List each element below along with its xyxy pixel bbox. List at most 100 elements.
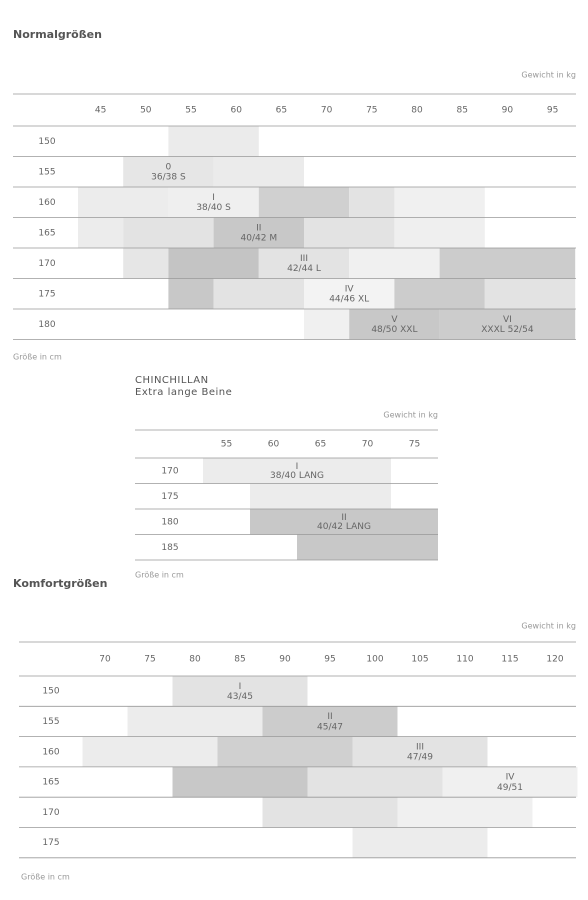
size-label: 43/45	[227, 692, 253, 702]
size-band	[168, 187, 259, 218]
size-band	[203, 458, 391, 484]
size-band	[262, 706, 398, 737]
weight-tick: 55	[221, 440, 232, 450]
size-label: 42/44 L	[287, 264, 321, 274]
size-band	[262, 797, 398, 828]
size-label: 44/46 XL	[329, 295, 369, 305]
size-band	[213, 278, 304, 309]
height-label: 175	[161, 492, 178, 502]
weight-tick: 85	[234, 655, 245, 665]
weight-tick: 90	[279, 655, 291, 665]
weight-tick: 85	[456, 106, 467, 116]
weight-tick: 75	[409, 440, 420, 450]
weight-tick: 110	[456, 655, 473, 665]
size-band	[127, 706, 263, 737]
weight-tick: 60	[230, 106, 242, 116]
height-label: 180	[38, 320, 55, 330]
size-band	[352, 736, 488, 767]
weight-tick: 65	[276, 106, 287, 116]
weight-tick: 115	[501, 655, 518, 665]
size-label: 40/42 LANG	[317, 522, 371, 532]
size-label: 0	[166, 162, 172, 172]
weight-tick: 65	[315, 440, 326, 450]
height-label: 160	[42, 747, 59, 757]
size-label: VI	[503, 315, 512, 325]
size-band	[349, 248, 440, 279]
size-label: 40/42 M	[241, 234, 278, 244]
size-label: 48/50 XXL	[371, 325, 417, 335]
size-band	[168, 248, 259, 279]
size-label: IV	[345, 284, 355, 294]
weight-tick: 120	[546, 655, 563, 665]
weight-tick: 80	[189, 655, 201, 665]
size-band	[172, 766, 308, 798]
size-band	[258, 248, 350, 279]
size-label: II	[256, 223, 261, 233]
size-band	[397, 797, 533, 828]
size-band	[394, 217, 485, 248]
size-label: 49/51	[497, 783, 523, 793]
size-label: I	[296, 462, 299, 472]
size-band	[394, 278, 485, 309]
height-label: 180	[161, 517, 178, 527]
table-title: Komfortgrößen	[13, 577, 107, 590]
height-label: 160	[38, 198, 55, 208]
size-band	[82, 736, 218, 767]
weight-tick: 60	[268, 440, 280, 450]
size-band	[217, 736, 353, 767]
weight-tick: 90	[502, 106, 514, 116]
size-band	[352, 827, 488, 858]
size-band	[484, 278, 576, 309]
weight-tick: 75	[144, 655, 155, 665]
size-band	[349, 187, 395, 218]
height-label: 170	[42, 808, 59, 818]
size-band	[307, 766, 443, 798]
height-label: 175	[42, 838, 59, 848]
size-band	[172, 676, 308, 707]
size-band	[168, 126, 259, 157]
weight-tick: 80	[411, 106, 423, 116]
weight-tick: 105	[411, 655, 428, 665]
weight-tick: 70	[321, 106, 333, 116]
size-band	[394, 187, 485, 218]
size-band	[297, 534, 438, 560]
table-subtitle: Extra lange Beine	[135, 387, 232, 398]
table-title: Normalgrößen	[13, 28, 102, 41]
size-band	[168, 278, 214, 309]
height-label: 175	[38, 289, 55, 299]
size-label: 38/40 LANG	[270, 471, 324, 481]
height-label: 170	[161, 466, 178, 476]
size-label: III	[300, 254, 308, 264]
weight-tick: 55	[185, 106, 196, 116]
height-label: 170	[38, 259, 55, 269]
height-label: 155	[38, 167, 55, 177]
weight-tick: 95	[324, 655, 335, 665]
size-band	[304, 309, 350, 340]
height-label: 165	[42, 778, 59, 788]
size-label: II	[327, 712, 332, 722]
size-label: 38/40 S	[196, 203, 231, 213]
size-band	[349, 309, 440, 340]
weight-label: Gewicht in kg	[521, 71, 576, 80]
size-label: I	[239, 682, 242, 692]
size-band	[213, 217, 304, 248]
size-band	[442, 766, 578, 798]
weight-tick: 95	[547, 106, 558, 116]
size-band	[250, 483, 391, 509]
height-axis-label: Größe in cm	[135, 571, 184, 580]
size-label: 47/49	[407, 753, 433, 763]
size-band	[258, 187, 350, 218]
size-label: I	[212, 193, 215, 203]
weight-label: Gewicht in kg	[521, 622, 576, 631]
weight-tick: 50	[140, 106, 152, 116]
size-label: II	[341, 513, 346, 523]
height-label: 165	[38, 228, 55, 238]
size-band	[78, 217, 124, 248]
size-label: 36/38 S	[151, 173, 186, 183]
size-label: XXXL 52/54	[481, 325, 534, 335]
weight-tick: 100	[366, 655, 383, 665]
table-title: CHINCHILLAN	[135, 375, 209, 386]
size-band	[250, 509, 438, 535]
size-band	[123, 248, 169, 279]
